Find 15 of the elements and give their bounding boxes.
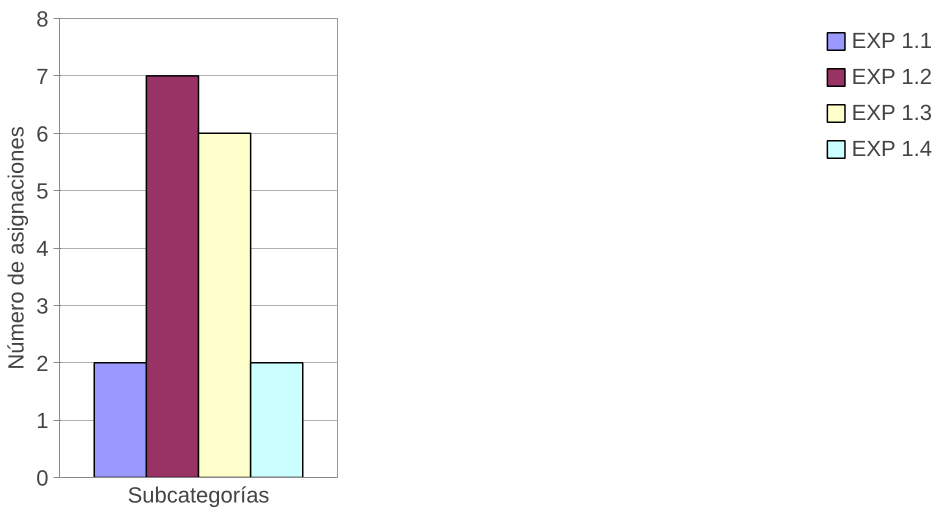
y-tick-label: 8 bbox=[36, 6, 49, 32]
legend-label: EXP 1.4 bbox=[852, 136, 932, 162]
y-tick-label: 1 bbox=[36, 408, 49, 434]
y-tick-label: 0 bbox=[36, 466, 49, 490]
y-tick-label: 3 bbox=[36, 293, 49, 318]
y-axis-title: Número de asignaciones bbox=[3, 126, 28, 370]
legend-label: EXP 1.2 bbox=[852, 64, 932, 90]
legend-label: EXP 1.1 bbox=[852, 28, 932, 54]
y-tick-label: 6 bbox=[36, 121, 49, 146]
x-axis-title: Subcategorías bbox=[128, 482, 270, 508]
y-tick-label: 4 bbox=[36, 236, 49, 261]
y-tick-label: 5 bbox=[36, 178, 49, 204]
y-tick-label: 2 bbox=[36, 350, 49, 376]
legend-label: EXP 1.3 bbox=[852, 100, 932, 126]
y-tick-label: 7 bbox=[36, 64, 49, 89]
